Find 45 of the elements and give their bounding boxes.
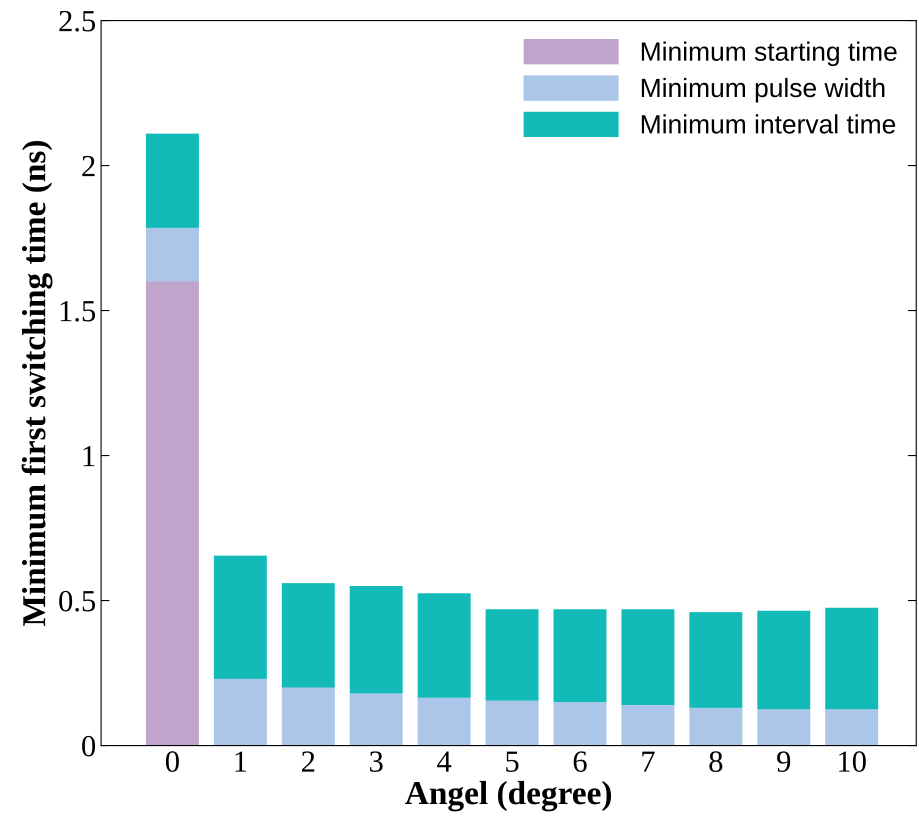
bar	[282, 583, 335, 688]
bar	[214, 678, 267, 746]
bar	[214, 556, 267, 679]
bar	[757, 709, 810, 746]
x-tick-label: 2	[302, 751, 314, 772]
legend-label: Minimum starting time	[642, 42, 897, 66]
bar	[418, 698, 471, 746]
bar	[825, 608, 878, 710]
x-tick-label: 3	[370, 751, 383, 772]
x-tick-label: 10	[839, 751, 866, 772]
bar	[757, 610, 810, 710]
y-tick-label: 0.5	[59, 590, 96, 612]
y-tick-label: 0	[82, 736, 96, 756]
y-tick-label: 2.5	[59, 10, 96, 32]
bar	[418, 593, 471, 698]
bar	[486, 700, 539, 746]
x-tick-label: 6	[574, 751, 587, 772]
x-tick-label: 8	[709, 751, 722, 772]
x-tick-label: 1	[235, 751, 246, 772]
bar	[554, 609, 606, 702]
x-axis-title: Angel (degree)	[405, 780, 612, 812]
bar	[554, 702, 606, 746]
bar	[621, 609, 674, 705]
bar	[146, 228, 199, 282]
bar	[146, 282, 199, 746]
x-tick-label: 4	[437, 752, 452, 772]
x-tick-label: 7	[642, 752, 655, 772]
bar	[146, 134, 199, 228]
legend-label: Minimum pulse width	[642, 78, 884, 102]
bar	[350, 693, 403, 746]
y-tick-label: 1	[84, 446, 94, 466]
x-tick-label: 0	[166, 751, 179, 772]
y-axis-title: Minimum first switching time (ns)	[22, 141, 52, 626]
bar	[689, 708, 742, 746]
bar	[350, 586, 403, 694]
x-tick-label: 5	[506, 752, 519, 772]
bar	[282, 688, 335, 746]
y-tick-label: 2	[82, 156, 95, 176]
bar	[486, 609, 539, 701]
bar	[689, 612, 742, 708]
y-tick-label: 1.5	[60, 300, 96, 322]
x-tick-label: 9	[777, 751, 790, 772]
legend-label: Minimum interval time	[642, 114, 896, 134]
bar	[621, 704, 674, 746]
bar	[825, 709, 878, 746]
